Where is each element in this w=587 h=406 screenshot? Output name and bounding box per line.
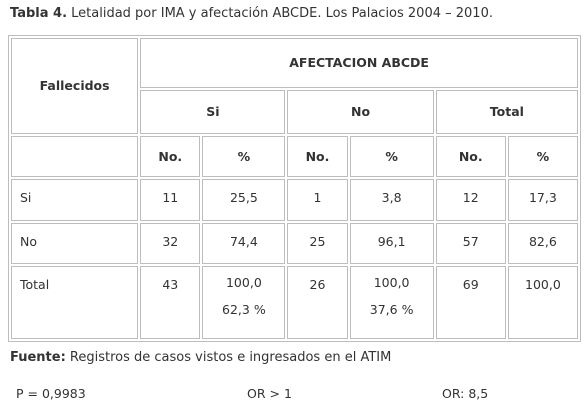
table-cell: 32	[140, 222, 201, 265]
source-text: Registros de casos vistos e ingresados e…	[65, 350, 392, 365]
table-row: Total 43 100,0 62,3 % 26 100,0 37,6 % 69 1…	[11, 266, 578, 339]
table-cell: 100,0 62,3 %	[202, 266, 286, 339]
stat-or-value: OR: 8,5	[442, 386, 489, 401]
table-row: Si 11 25,5 1 3,8 12 17,3	[11, 179, 578, 221]
table-cell: 74,4	[202, 222, 286, 265]
table-cell: 12	[435, 179, 506, 221]
cell-subvalue: 62,3 %	[222, 301, 266, 317]
table-cell: 69	[435, 266, 506, 339]
table-cell: 11	[140, 179, 201, 221]
table-caption: Tabla 4. Letalidad por IMA y afectación …	[10, 6, 493, 21]
subheader-cell: No.	[287, 135, 348, 178]
stat-p-value: P = 0,9983	[16, 386, 86, 401]
table-cell: 1	[287, 179, 348, 221]
cell-value: 100,0	[225, 275, 262, 291]
stat-or-condition: OR > 1	[247, 386, 292, 401]
subheader-cell: %	[349, 135, 434, 178]
row-header-fallecidos: Fallecidos	[11, 38, 139, 134]
table-cell: 43	[140, 266, 201, 339]
table-cell: 96,1	[349, 222, 434, 265]
empty-header-cell	[11, 135, 139, 178]
table-row: No 32 74,4 25 96,1 57 82,6	[11, 222, 578, 265]
subheader-cell: No.	[140, 135, 201, 178]
row-label: No	[11, 222, 139, 265]
source-label: Fuente:	[10, 350, 66, 365]
table-cell: 3,8	[349, 179, 434, 221]
table-cell: 82,6	[507, 222, 578, 265]
table-cell: 57	[435, 222, 506, 265]
group-header-total: Total	[435, 89, 578, 134]
source-note: Fuente: Registros de casos vistos e ingr…	[10, 350, 391, 365]
table-cell: 26	[287, 266, 348, 339]
group-header-si: Si	[140, 89, 286, 134]
caption-text: Letalidad por IMA y afectación ABCDE. Lo…	[67, 6, 493, 21]
row-label: Total	[11, 266, 139, 339]
subheader-cell: %	[507, 135, 578, 178]
table-cell: 25,5	[202, 179, 286, 221]
table-cell: 17,3	[507, 179, 578, 221]
subheader-cell: No.	[435, 135, 506, 178]
cell-subvalue: 37,6 %	[369, 301, 414, 317]
subheader-cell: %	[202, 135, 286, 178]
group-header-no: No	[287, 89, 434, 134]
table-cell: 100,0	[507, 266, 578, 339]
group-header-afectacion: AFECTACION ABCDE	[140, 38, 578, 88]
cell-value: 100,0	[373, 275, 410, 291]
row-label: Si	[11, 179, 139, 221]
table-cell: 100,0 37,6 %	[349, 266, 434, 339]
caption-label: Tabla 4.	[10, 6, 68, 21]
data-table: Fallecidos AFECTACION ABCDE Si No Total …	[8, 35, 581, 342]
table-cell: 25	[287, 222, 348, 265]
